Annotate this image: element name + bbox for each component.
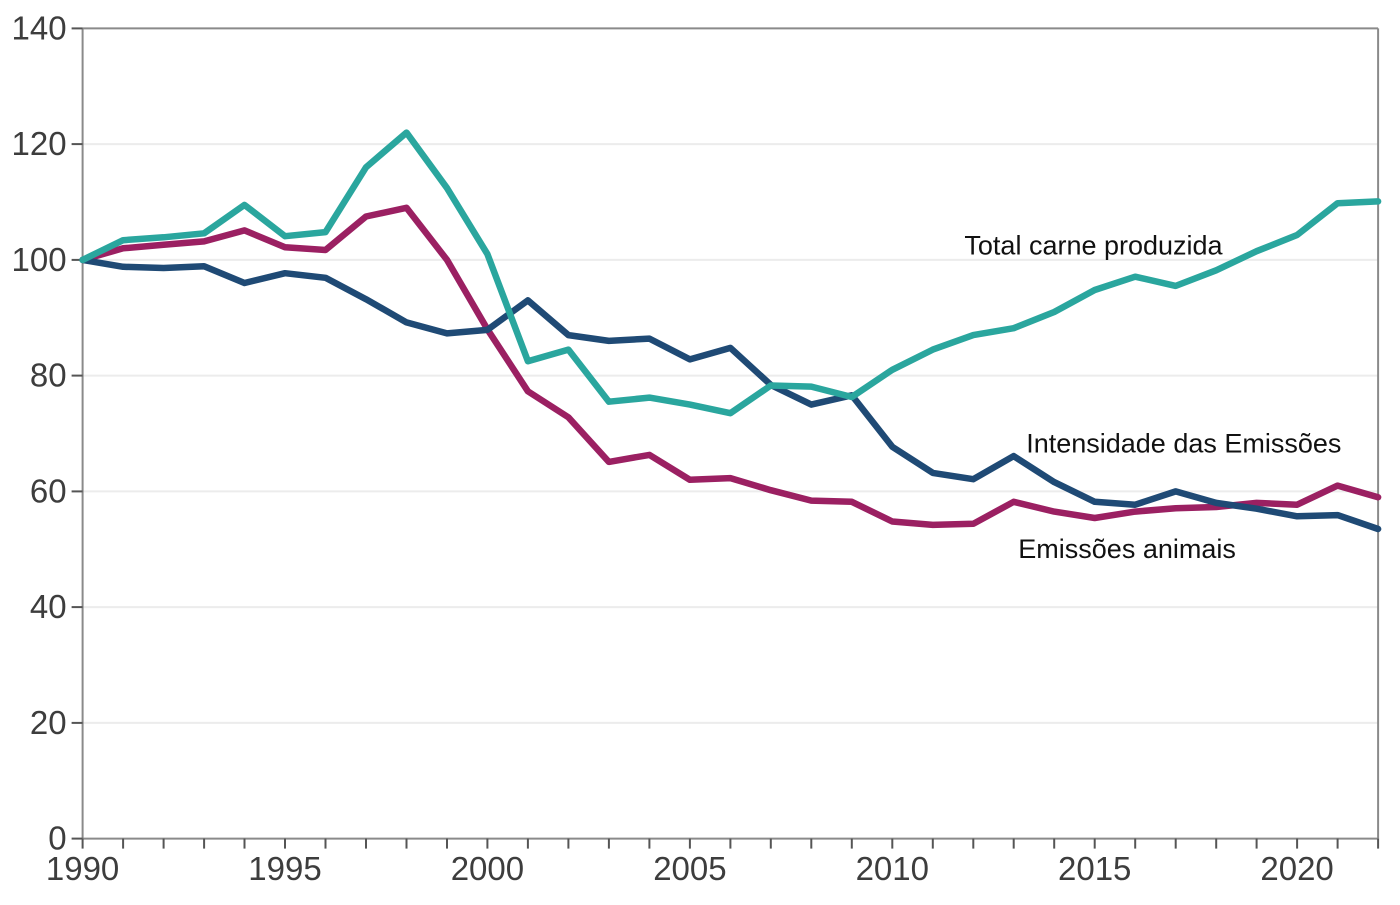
y-tick-label-60: 60 — [30, 472, 67, 509]
x-tick-label-2020: 2020 — [1260, 850, 1333, 887]
series-line-emissoes-animais — [79, 204, 1382, 529]
x-tick-label-2015: 2015 — [1058, 850, 1131, 887]
y-tick-label-80: 80 — [30, 357, 67, 394]
x-tick-label-1995: 1995 — [248, 850, 321, 887]
y-tick-label-40: 40 — [30, 588, 67, 625]
x-tick-label-1990: 1990 — [46, 850, 119, 887]
x-tick-label-2010: 2010 — [856, 850, 929, 887]
y-tick-label-20: 20 — [30, 704, 67, 741]
y-tick-label-120: 120 — [12, 125, 67, 162]
y-tick-label-140: 140 — [12, 9, 67, 46]
x-tick-label-2005: 2005 — [653, 850, 726, 887]
series-label-emissoes-animais: Emissões animais — [1018, 534, 1236, 564]
y-tick-label-0: 0 — [48, 820, 66, 857]
y-tick-label-100: 100 — [12, 241, 67, 278]
series-line-total-carne-produzida — [79, 129, 1382, 417]
x-tick-label-2000: 2000 — [451, 850, 524, 887]
series-line-intensidade-das-emissoes — [79, 256, 1382, 533]
series-label-intensidade-das-emissoes: Intensidade das Emissões — [1026, 428, 1341, 458]
series-label-total-carne-produzida: Total carne produzida — [964, 230, 1223, 260]
